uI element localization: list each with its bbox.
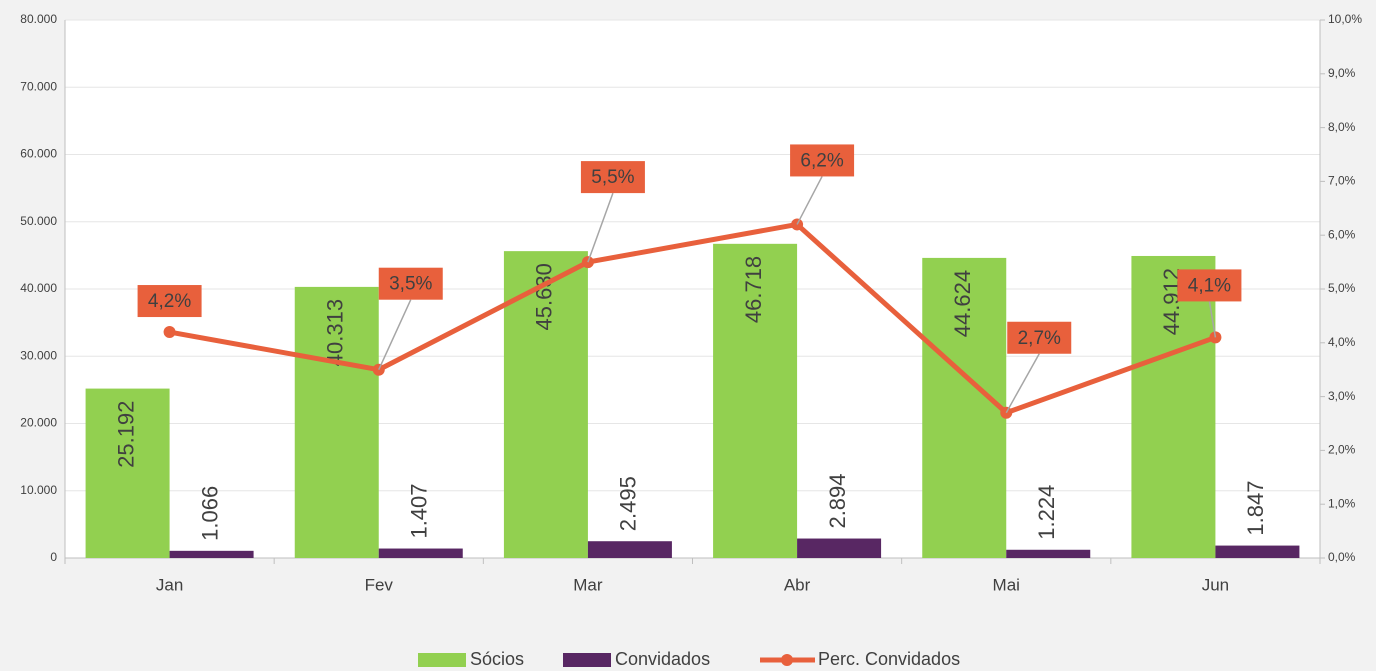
y-tick-label: 10.000 [20, 483, 57, 497]
data-label: 44.624 [950, 270, 975, 337]
leader-line [378, 299, 412, 371]
data-label: 1.407 [407, 483, 432, 538]
y2-tick-label: 2,0% [1328, 443, 1356, 457]
y-tick-label: 60.000 [20, 147, 57, 161]
data-label-box [580, 161, 645, 194]
data-label-box [790, 144, 855, 177]
data-label-box [1177, 269, 1242, 302]
bar [797, 538, 882, 558]
data-label: 6,2% [800, 150, 843, 171]
data-label: 1.066 [197, 486, 222, 541]
y2-tick-label: 3,0% [1328, 389, 1356, 403]
bar [713, 243, 798, 558]
data-label: 1.847 [1243, 481, 1268, 536]
y2-tick-label: 4,0% [1328, 335, 1356, 349]
y2-tick-label: 0,0% [1328, 550, 1356, 564]
y-tick-label: 30.000 [20, 348, 57, 362]
data-label-box [137, 285, 202, 318]
leader-line [1208, 301, 1217, 338]
y-tick-label: 20.000 [20, 416, 57, 430]
data-label: 40.313 [323, 299, 348, 366]
data-label: 25.192 [113, 401, 138, 468]
line [169, 221, 1217, 416]
y-tick-label: 80.000 [20, 12, 57, 26]
data-label-box [378, 267, 443, 300]
bar [294, 286, 379, 558]
y2-tick-label: 9,0% [1328, 66, 1356, 80]
bar [1006, 549, 1091, 558]
y-tick-label: 50.000 [20, 214, 57, 228]
x-tick-label: Fev [365, 575, 394, 594]
leader-line [587, 192, 614, 263]
y2-tick-label: 7,0% [1328, 174, 1356, 188]
data-label: 46.718 [741, 256, 766, 323]
legend-marker [781, 654, 793, 666]
y2-tick-label: 6,0% [1328, 227, 1356, 241]
y2-tick-label: 1,0% [1328, 496, 1356, 510]
y2-tick-label: 5,0% [1328, 281, 1356, 295]
bar [1131, 255, 1216, 558]
bar [378, 548, 463, 558]
y-tick-label: 0 [50, 550, 57, 564]
legend-label: Convidados [615, 649, 710, 669]
bar [85, 388, 170, 558]
data-label: 4,2% [148, 291, 191, 312]
data-label: 2.894 [825, 473, 850, 528]
leader-line [1005, 353, 1040, 414]
bar [587, 541, 672, 558]
legend-label: Perc. Convidados [818, 649, 960, 669]
data-label: 1.224 [1034, 485, 1059, 540]
y-tick-label: 40.000 [20, 281, 57, 295]
x-tick-label: Jun [1202, 575, 1229, 594]
bar [169, 550, 254, 558]
y2-tick-label: 10,0% [1328, 12, 1362, 26]
bar [1215, 545, 1300, 558]
y-tick-label: 70.000 [20, 79, 57, 93]
data-label: 5,5% [591, 167, 634, 188]
legend-swatch [563, 653, 611, 667]
data-label-box [1007, 321, 1072, 354]
data-label: 3,5% [389, 274, 432, 295]
x-tick-label: Mai [993, 575, 1020, 594]
line-point [163, 326, 176, 339]
y2-tick-label: 8,0% [1328, 120, 1356, 134]
x-tick-label: Jan [156, 575, 183, 594]
data-label: 4,1% [1188, 275, 1231, 296]
bar [922, 257, 1007, 558]
x-tick-label: Abr [784, 575, 811, 594]
legend-label: Sócios [470, 649, 524, 669]
bar [503, 251, 588, 558]
leader-line [796, 176, 823, 225]
data-label: 2.495 [616, 476, 641, 531]
x-tick-label: Mar [573, 575, 603, 594]
legend-swatch [418, 653, 466, 667]
data-label: 2,7% [1018, 328, 1061, 349]
data-label: 45.630 [532, 263, 557, 330]
